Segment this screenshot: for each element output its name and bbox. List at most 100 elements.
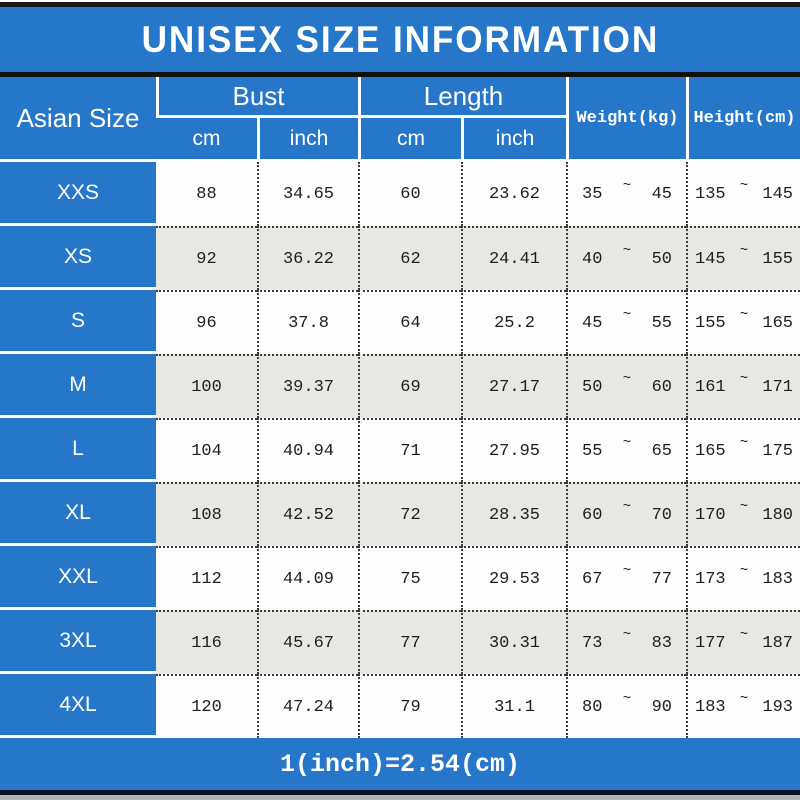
table-body: XXS 88 34.65 60 23.62 35 ~45 135 ~145 XS 92 36.22 62… <box>0 162 800 738</box>
top-white-strip <box>0 0 800 2</box>
table-row: S 96 37.8 64 25.2 45 ~55 155 ~165 <box>0 290 800 354</box>
weight-range-high: 55 <box>651 313 672 333</box>
height-range: 155 ~165 <box>686 290 800 354</box>
height-range-low: 165 <box>695 441 726 461</box>
size-label: XL <box>0 482 156 546</box>
height-range: 161 ~171 <box>686 354 800 418</box>
weight-range-high: 65 <box>651 441 672 461</box>
height-range-low: 145 <box>695 249 726 269</box>
col-header-bust: Bust <box>156 77 358 118</box>
height-range: 165 ~175 <box>686 418 800 482</box>
bust-cm-value: 120 <box>156 674 257 738</box>
height-range: 183 ~193 <box>686 674 800 738</box>
weight-range-high: 83 <box>651 633 672 653</box>
subheader-bust-inch: inch <box>257 118 358 159</box>
bottom-gray-strip <box>0 795 800 800</box>
size-label: S <box>0 290 156 354</box>
table-header: Asian Size Bust Length Weight(kg) Height… <box>0 77 800 162</box>
bust-cm-value: 108 <box>156 482 257 546</box>
height-range: 177 ~187 <box>686 610 800 674</box>
weight-range-low: 67 <box>582 569 603 589</box>
tilde-separator: ~ <box>739 691 749 707</box>
height-range: 173 ~183 <box>686 546 800 610</box>
height-range-high: 175 <box>762 441 793 461</box>
col-header-length: Length <box>358 77 566 118</box>
length-cm-value: 79 <box>358 674 461 738</box>
height-range-high: 171 <box>762 377 793 397</box>
weight-range: 80 ~90 <box>566 674 686 738</box>
tilde-separator: ~ <box>739 563 749 579</box>
weight-range: 50 ~60 <box>566 354 686 418</box>
height-range-low: 183 <box>695 697 726 717</box>
tilde-separator: ~ <box>622 307 632 323</box>
weight-range-low: 40 <box>582 249 603 269</box>
tilde-separator: ~ <box>622 243 632 259</box>
length-cm-value: 72 <box>358 482 461 546</box>
length-inch-value: 25.2 <box>461 290 566 354</box>
subheader-length-cm: cm <box>358 118 461 159</box>
tilde-separator: ~ <box>739 499 749 515</box>
bust-cm-value: 100 <box>156 354 257 418</box>
length-cm-value: 64 <box>358 290 461 354</box>
weight-range-high: 50 <box>651 249 672 269</box>
title-bar: UNISEX SIZE INFORMATION <box>0 7 800 72</box>
height-range-low: 170 <box>695 505 726 525</box>
bust-inch-value: 42.52 <box>257 482 358 546</box>
bust-inch-value: 44.09 <box>257 546 358 610</box>
height-range: 135 ~145 <box>686 162 800 226</box>
subheader-bust-cm: cm <box>192 126 221 150</box>
height-range: 170 ~180 <box>686 482 800 546</box>
table-row: XS 92 36.22 62 24.41 40 ~50 145 ~155 <box>0 226 800 290</box>
height-range-high: 180 <box>762 505 793 525</box>
table-row: M 100 39.37 69 27.17 50 ~60 161 ~171 <box>0 354 800 418</box>
tilde-separator: ~ <box>739 307 749 323</box>
bust-inch-value: 47.24 <box>257 674 358 738</box>
length-cm-value: 69 <box>358 354 461 418</box>
size-label: XS <box>0 226 156 290</box>
height-range-low: 177 <box>695 633 726 653</box>
footer-note-bar: 1(inch)=2.54(cm) <box>0 738 800 790</box>
bust-inch-value: 45.67 <box>257 610 358 674</box>
height-range-low: 155 <box>695 313 726 333</box>
length-inch-value: 27.17 <box>461 354 566 418</box>
length-inch-value: 30.31 <box>461 610 566 674</box>
height-range-low: 135 <box>695 184 726 204</box>
weight-range-low: 73 <box>582 633 603 653</box>
weight-range-low: 80 <box>582 697 603 717</box>
bust-cm-value: 104 <box>156 418 257 482</box>
top-border <box>0 2 800 7</box>
weight-range: 67 ~77 <box>566 546 686 610</box>
table-row: XXL 112 44.09 75 29.53 67 ~77 173 ~183 <box>0 546 800 610</box>
table-row: L 104 40.94 71 27.95 55 ~65 165 ~175 <box>0 418 800 482</box>
height-range-high: 165 <box>762 313 793 333</box>
bust-inch-value: 34.65 <box>257 162 358 226</box>
size-label: 4XL <box>0 674 156 738</box>
subheader-length-inch: inch <box>461 118 566 159</box>
height-range-low: 161 <box>695 377 726 397</box>
length-cm-value: 62 <box>358 226 461 290</box>
height-range-high: 145 <box>762 184 793 204</box>
weight-range: 60 ~70 <box>566 482 686 546</box>
tilde-separator: ~ <box>622 435 632 451</box>
weight-range-low: 45 <box>582 313 603 333</box>
size-label: M <box>0 354 156 418</box>
conversion-note: 1(inch)=2.54(cm) <box>279 749 521 779</box>
size-label: L <box>0 418 156 482</box>
tilde-separator: ~ <box>622 371 632 387</box>
tilde-separator: ~ <box>622 691 632 707</box>
page-title: UNISEX SIZE INFORMATION <box>141 18 659 60</box>
weight-range-low: 60 <box>582 505 603 525</box>
weight-range-high: 90 <box>651 697 672 717</box>
length-inch-value: 24.41 <box>461 226 566 290</box>
tilde-separator: ~ <box>739 371 749 387</box>
length-cm-value: 77 <box>358 610 461 674</box>
table-row: XL 108 42.52 72 28.35 60 ~70 170 ~180 <box>0 482 800 546</box>
tilde-separator: ~ <box>739 243 749 259</box>
size-label: XXS <box>0 162 156 226</box>
tilde-separator: ~ <box>739 178 749 194</box>
bust-inch-value: 39.37 <box>257 354 358 418</box>
length-cm-value: 71 <box>358 418 461 482</box>
weight-range: 73 ~83 <box>566 610 686 674</box>
size-label: XXL <box>0 546 156 610</box>
height-range: 145 ~155 <box>686 226 800 290</box>
